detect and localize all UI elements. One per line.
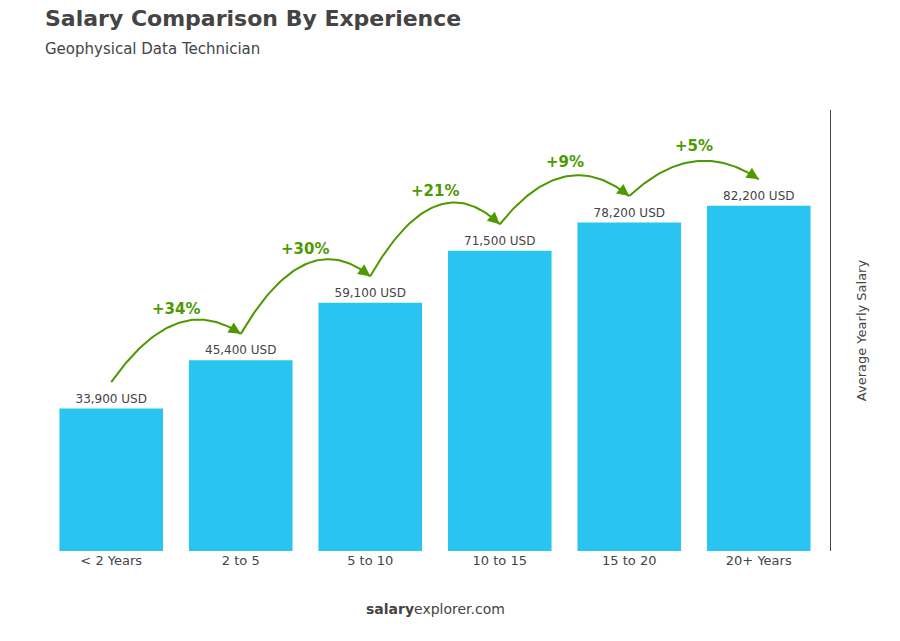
svg-text:71,500 USD: 71,500 USD (464, 234, 535, 248)
svg-text:2 to 5: 2 to 5 (222, 553, 260, 568)
svg-text:33,900 USD: 33,900 USD (76, 392, 147, 406)
svg-text:20+ Years: 20+ Years (726, 553, 792, 568)
svg-text:Average Yearly Salary: Average Yearly Salary (854, 260, 869, 402)
svg-text:< 2 Years: < 2 Years (80, 553, 142, 568)
svg-text:10 to 15: 10 to 15 (473, 553, 527, 568)
svg-text:78,200 USD: 78,200 USD (594, 206, 665, 220)
svg-text:5 to 10: 5 to 10 (347, 553, 393, 568)
svg-text:Salary Comparison By Experienc: Salary Comparison By ExperienceGeophysic… (45, 6, 461, 59)
svg-text:salaryexplorer.com: salaryexplorer.com (366, 601, 505, 617)
svg-text:59,100 USD: 59,100 USD (335, 286, 406, 300)
svg-text:+30%: +30% (281, 240, 329, 258)
svg-text:+5%: +5% (675, 137, 713, 155)
svg-text:+9%: +9% (546, 153, 584, 171)
svg-text:45,400 USD: 45,400 USD (205, 343, 276, 357)
svg-text:+21%: +21% (411, 182, 459, 200)
svg-text:82,200 USD: 82,200 USD (723, 189, 794, 203)
svg-text:+34%: +34% (152, 300, 200, 318)
svg-text:15 to 20: 15 to 20 (602, 553, 656, 568)
